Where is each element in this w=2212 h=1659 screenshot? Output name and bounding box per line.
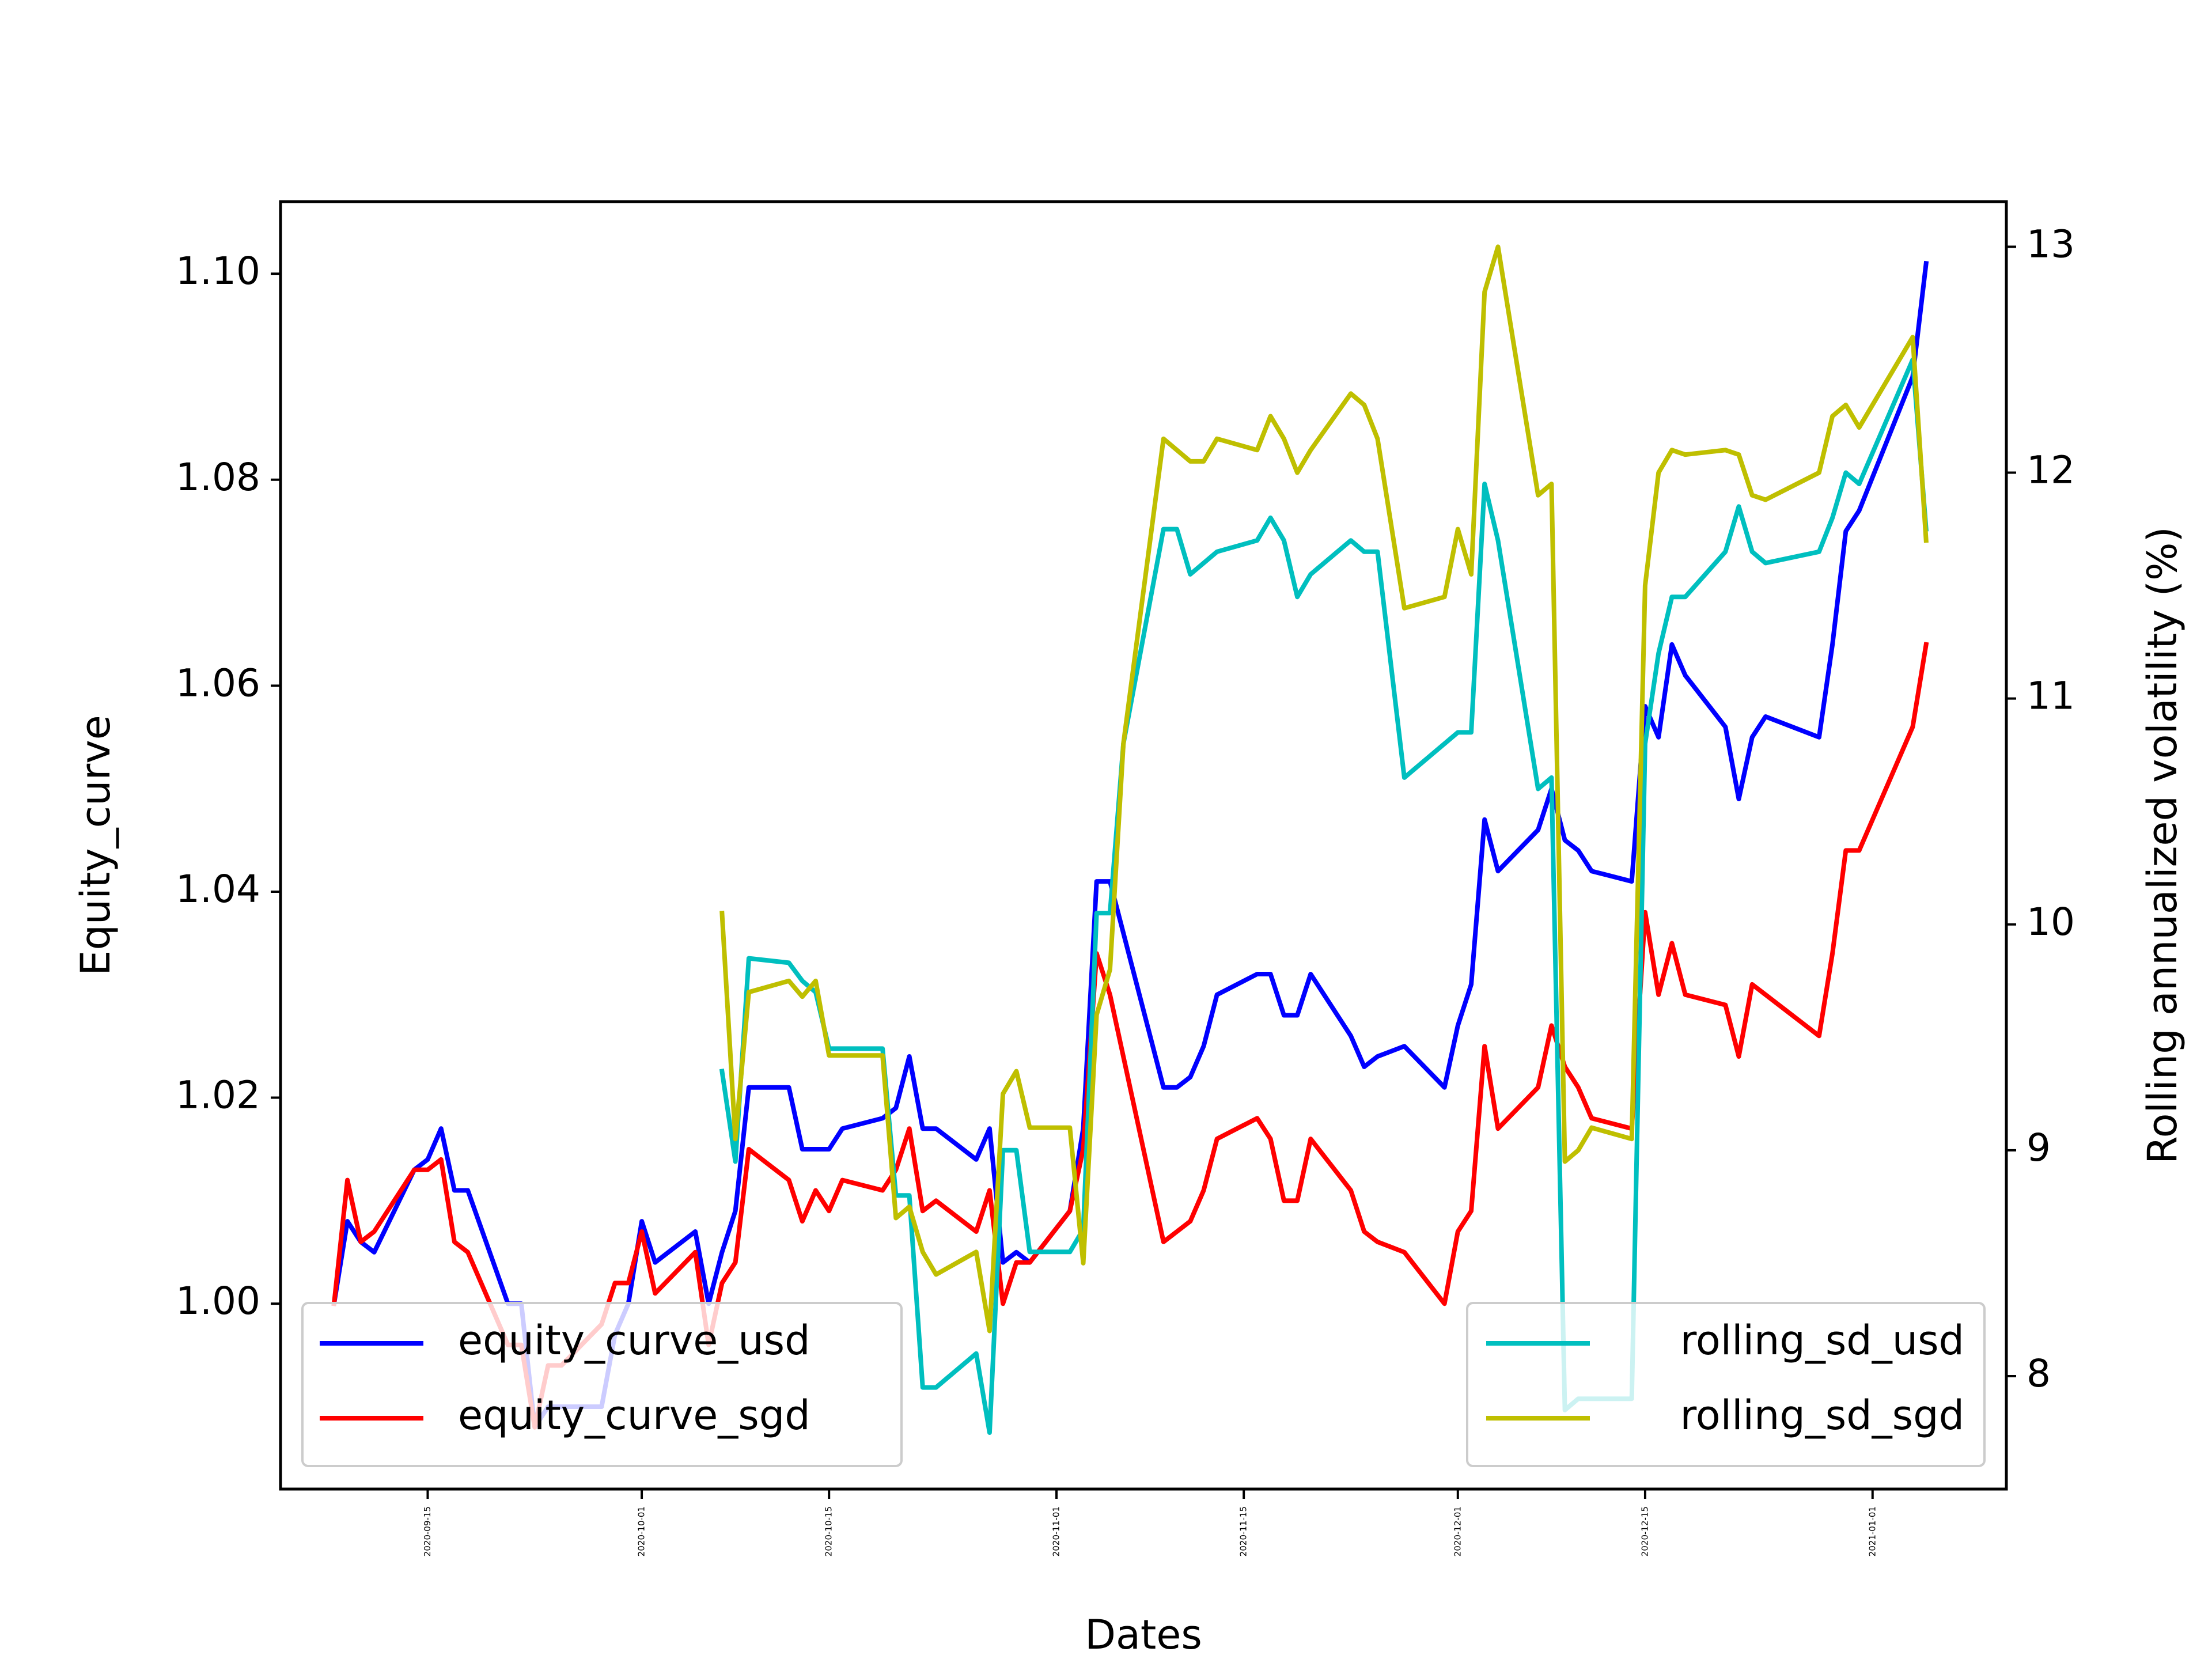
x-tick-label: 2020-11-15: [1238, 1506, 1249, 1556]
legend-label-equity-curve-usd: equity_curve_usd: [458, 1317, 810, 1364]
legend-left-box: [301, 1302, 903, 1467]
legend-label-rolling-sd-sgd: rolling_sd_sgd: [1680, 1392, 1964, 1439]
x-tick-label: 2020-09-15: [422, 1506, 433, 1556]
x-tick-label: 2020-10-15: [824, 1506, 834, 1556]
y-tick-label-right: 8: [2027, 1351, 2051, 1396]
x-tick-label: 2021-01-01: [1867, 1506, 1877, 1556]
series-line-rolling-sd-sgd: [719, 244, 1929, 1334]
y-tick-label-right: 10: [2027, 900, 2075, 944]
y-tick-label-left: 1.04: [176, 867, 260, 911]
legend-right-box: [1466, 1302, 1986, 1467]
y-tick-label-left: 1.02: [176, 1073, 260, 1118]
ticks-layer: 2020-09-15 2020-10-01 2020-10-15 2020-11-01…: [176, 222, 2075, 1556]
legend-left: equity_curve_usd equity_curve_sgd: [301, 1302, 903, 1467]
legend-right: rolling_sd_usd rolling_sd_sgd: [1466, 1302, 1986, 1467]
y-tick-label-left: 1.06: [176, 661, 260, 705]
x-tick-label: 2020-12-15: [1639, 1506, 1650, 1556]
legend-label-rolling-sd-usd: rolling_sd_usd: [1680, 1317, 1964, 1364]
legend-label-equity-curve-sgd: equity_curve_sgd: [458, 1392, 810, 1439]
y-tick-label-left: 1.10: [176, 249, 260, 293]
y-tick-label-right: 11: [2027, 674, 2075, 718]
x-tick-label: 2020-11-01: [1051, 1506, 1062, 1556]
y-tick-label-right: 12: [2027, 448, 2075, 493]
x-axis-label: Dates: [1085, 1611, 1202, 1658]
y-tick-label-left: 1.08: [176, 455, 260, 499]
y-tick-label-right: 9: [2027, 1126, 2051, 1170]
y-tick-label-right: 13: [2027, 222, 2075, 266]
y-axis-label-right: Rolling annualized volatility (%): [2139, 527, 2186, 1164]
x-tick-label: 2020-10-01: [637, 1506, 647, 1556]
y-axis-label-left: Equity_curve: [72, 715, 119, 975]
y-tick-label-left: 1.00: [176, 1279, 260, 1323]
series-line-rolling-sd-usd: [719, 357, 1929, 1435]
x-tick-label: 2020-12-01: [1452, 1506, 1463, 1556]
plot-frame: [279, 200, 2008, 1491]
